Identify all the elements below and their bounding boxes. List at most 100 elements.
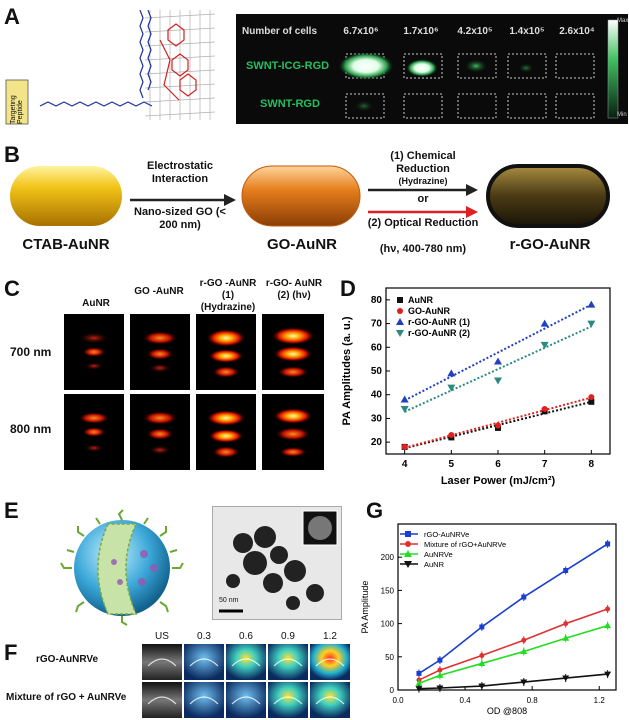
data-point (478, 659, 486, 666)
od-column-label: 1.2 (323, 631, 337, 642)
legend-marker (396, 330, 404, 337)
y-tick-label: 30 (371, 413, 383, 424)
row-label-rgo-aunrve: rGO-AuNRVe (36, 654, 99, 665)
x-tick-label: 1.2 (594, 696, 606, 705)
panel-label-c: C (4, 276, 20, 301)
rgd-conjugate-diagram (5, 10, 216, 125)
data-point (540, 341, 549, 349)
series-1 (416, 604, 611, 685)
y-tick-label: 100 (381, 620, 395, 629)
pa-column-label: AuNR (82, 298, 110, 309)
legend-label: r-GO-AuNR (2) (408, 328, 470, 338)
x-tick-label: 0.0 (392, 696, 404, 705)
series-2 (400, 300, 596, 403)
step1-bottom-text: Nano-sized GO (< 200 nm) (134, 206, 226, 231)
chart-d: 4 5 6 7 8 20 30 40 50 60 70 80 Laser Power (mJ/cm²) P… (341, 287, 611, 487)
data-point (494, 377, 502, 385)
legend-label: AuNRVe (424, 550, 453, 559)
data-point (563, 621, 569, 627)
y-tick-label: 20 (371, 437, 383, 448)
x-axis-label: Laser Power (mJ/cm²) (441, 475, 556, 487)
data-point (520, 647, 528, 654)
legend-marker (397, 308, 403, 314)
pa-column-label: r-GO- AuNR (2) (hν) (265, 278, 323, 301)
legend-marker (405, 531, 411, 537)
data-point (605, 606, 611, 612)
y-tick-label: 50 (371, 366, 383, 377)
data-point (416, 670, 422, 676)
x-tick-label: 0.8 (527, 696, 539, 705)
data-point (587, 300, 596, 308)
step2-bottom-sub-text: (hν, 400-780 nm) (379, 243, 467, 255)
vesicle-illustration (60, 509, 184, 626)
number-of-cells-label: Number of cells (242, 26, 318, 37)
y-axis-label: PA Amplitudes (a. u.) (341, 316, 353, 425)
series-line (418, 543, 609, 675)
row-label-mixture: Mixture of rGO + AuNRVe (6, 692, 127, 703)
ctab-aunr-particle (10, 166, 122, 226)
cell-count: 4.2x10⁵ (457, 26, 493, 37)
data-point (447, 384, 456, 392)
data-point (588, 394, 595, 401)
data-point (494, 357, 502, 365)
data-point (447, 369, 456, 377)
legend-label: AuNR (424, 560, 445, 569)
data-point (400, 395, 409, 403)
particle-label-go-aunr: GO-AuNR (267, 236, 337, 253)
y-tick-label: 200 (381, 553, 395, 562)
x-tick-label: 8 (589, 459, 595, 470)
x-tick-label: 0.4 (460, 696, 472, 705)
od-column-label: 0.9 (281, 631, 295, 642)
series-fit-line (404, 325, 592, 413)
series-line (418, 608, 608, 681)
series-3 (415, 670, 612, 693)
data-point (479, 624, 485, 630)
particle-label-r-go-aunr: r-GO-AuNR (509, 236, 591, 253)
data-point (436, 685, 444, 692)
data-point (437, 667, 443, 673)
x-axis-label: OD @808 (487, 706, 527, 716)
tem-particles (219, 510, 338, 613)
data-point (415, 686, 423, 693)
data-point (521, 594, 527, 600)
legend-label: Mixture of rGO+AuNRVe (424, 540, 506, 549)
tem-image: 50 nm (212, 506, 342, 620)
legend-label: r-GO-AuNR (1) (408, 317, 470, 327)
us-column-label: US (155, 631, 169, 642)
pa-row-label-700: 700 nm (10, 345, 52, 359)
data-point (563, 567, 569, 573)
legend-marker (396, 318, 404, 325)
row-label-swnt-rgd: SWNT-RGD (260, 98, 320, 110)
data-point (436, 671, 444, 678)
panel-label-f: F (4, 640, 18, 665)
y-tick-label: 0 (390, 686, 395, 695)
legend-marker (405, 541, 411, 547)
particle-label-ctab-aunr: CTAB-AuNR (22, 236, 110, 253)
cell-count: 6.7x10⁶ (343, 26, 379, 37)
scale-bar-label: 50 nm (219, 597, 239, 604)
cell-count: 1.7x10⁶ (403, 26, 439, 37)
data-point (562, 634, 570, 641)
pa-row-label-800: 800 nm (10, 422, 52, 436)
data-point (604, 622, 612, 629)
panel-label-b: B (4, 142, 20, 167)
series-3 (400, 320, 596, 413)
x-tick-label: 5 (449, 459, 455, 470)
legend-label: rGO-AuNRVe (424, 530, 469, 539)
series-0 (416, 539, 611, 678)
y-tick-label: 50 (385, 653, 394, 662)
data-point (521, 637, 527, 643)
data-point (478, 683, 486, 690)
step2-top-text: (1) Chemical Reduction (390, 150, 456, 175)
series-1 (401, 394, 595, 450)
legend-marker (404, 561, 412, 568)
series-2 (415, 621, 612, 688)
panel-label-e: E (4, 498, 19, 523)
data-point (448, 432, 455, 439)
data-point (562, 675, 570, 682)
step2-bottom-text: (2) Optical Reduction (367, 217, 479, 229)
step1-top-text: Electrostatic Interaction (146, 160, 214, 185)
go-aunr-particle (241, 165, 361, 227)
step2-top-sub-text: (Hydrazine) (398, 176, 448, 186)
data-point (541, 405, 548, 412)
